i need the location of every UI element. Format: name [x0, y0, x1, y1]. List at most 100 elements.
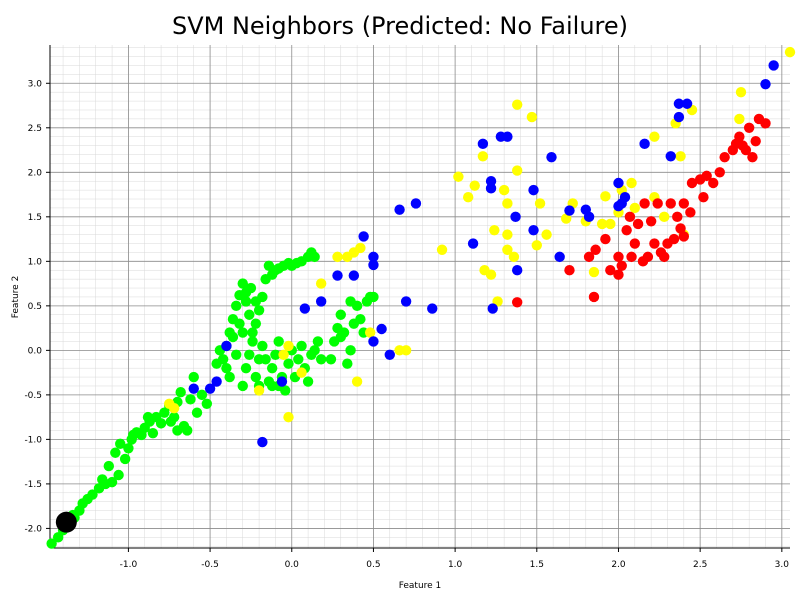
- data-point: [673, 111, 685, 123]
- data-point: [508, 251, 520, 263]
- data-point: [629, 202, 641, 214]
- data-point: [427, 303, 438, 314]
- data-point: [668, 233, 680, 245]
- y-tick-label: 0.5: [28, 302, 42, 312]
- data-point: [348, 270, 360, 281]
- data-point: [231, 349, 242, 361]
- y-axis-label: Feature 2: [11, 276, 21, 319]
- data-point: [46, 538, 57, 549]
- data-point: [510, 211, 521, 223]
- y-tick-label: 3.0: [28, 79, 43, 89]
- data-point: [325, 354, 337, 365]
- data-point: [211, 358, 222, 369]
- data-point: [266, 362, 278, 374]
- data-point: [250, 296, 262, 307]
- data-point: [296, 340, 307, 352]
- data-point: [165, 416, 177, 427]
- data-point: [502, 244, 513, 255]
- data-point: [315, 278, 327, 289]
- data-point: [175, 387, 186, 398]
- data-point: [332, 251, 343, 263]
- data-point: [309, 345, 320, 356]
- data-point: [489, 224, 500, 236]
- data-point: [351, 376, 363, 387]
- data-point: [240, 296, 252, 307]
- data-point: [253, 305, 265, 316]
- data-point: [410, 198, 422, 209]
- data-point: [123, 443, 134, 454]
- y-tick-label: -0.5: [24, 391, 42, 401]
- data-point: [467, 238, 479, 249]
- data-point: [204, 383, 216, 394]
- data-point: [561, 213, 572, 224]
- data-point: [237, 278, 248, 289]
- data-point: [649, 131, 660, 142]
- data-point: [345, 296, 356, 307]
- data-point: [299, 303, 311, 314]
- data-point: [672, 211, 683, 223]
- data-point: [528, 184, 539, 196]
- data-point: [511, 99, 523, 110]
- data-point: [659, 251, 670, 263]
- data-point: [394, 204, 405, 215]
- data-point: [332, 270, 343, 281]
- data-point: [312, 336, 324, 347]
- data-point: [296, 367, 307, 378]
- y-tick-label: 2.5: [28, 124, 42, 134]
- x-tick-label: 0.0: [285, 560, 300, 570]
- data-point: [626, 251, 637, 263]
- data-point: [247, 327, 258, 338]
- data-point: [119, 453, 131, 465]
- data-point: [250, 371, 262, 383]
- data-point: [681, 98, 693, 109]
- axes: [49, 45, 790, 549]
- data-point: [355, 314, 366, 325]
- data-point: [531, 240, 542, 251]
- data-point: [526, 111, 538, 123]
- x-tick-label: -0.5: [201, 560, 219, 570]
- x-tick-label: 3.0: [775, 560, 790, 570]
- data-point: [234, 318, 245, 329]
- data-point: [485, 176, 497, 187]
- data-point: [639, 138, 650, 150]
- data-point: [257, 340, 268, 352]
- data-point: [231, 300, 242, 312]
- data-point: [142, 411, 154, 423]
- major-grid: [50, 45, 790, 548]
- data-point: [502, 229, 513, 240]
- y-tick-label: 0.0: [28, 346, 43, 356]
- data-point: [645, 216, 657, 227]
- x-axis-label: Feature 1: [399, 581, 442, 591]
- data-point: [302, 376, 314, 387]
- data-point: [678, 231, 690, 242]
- data-point: [182, 425, 193, 436]
- data-point: [665, 198, 676, 209]
- data-point: [649, 238, 660, 249]
- data-point: [596, 218, 608, 230]
- data-point: [97, 474, 108, 485]
- data-point: [675, 151, 686, 162]
- data-point: [283, 340, 294, 352]
- data-point: [768, 60, 779, 71]
- x-tick-label: 0.5: [366, 560, 380, 570]
- data-point: [719, 151, 730, 163]
- data-point: [453, 171, 464, 182]
- data-point: [247, 336, 258, 347]
- data-point: [747, 151, 758, 163]
- data-point: [708, 177, 719, 189]
- data-point: [335, 331, 346, 343]
- data-point: [613, 251, 624, 263]
- data-point: [185, 394, 196, 405]
- data-point: [632, 218, 644, 230]
- data-point: [240, 362, 252, 374]
- data-point: [678, 198, 690, 209]
- data-point: [642, 251, 654, 263]
- data-point: [714, 167, 725, 178]
- data-point: [237, 327, 248, 338]
- data-point: [554, 251, 565, 263]
- data-point: [188, 383, 199, 394]
- y-tick-label: 1.5: [28, 213, 42, 223]
- data-point: [735, 86, 747, 98]
- data-point: [605, 265, 616, 276]
- data-point: [315, 296, 327, 307]
